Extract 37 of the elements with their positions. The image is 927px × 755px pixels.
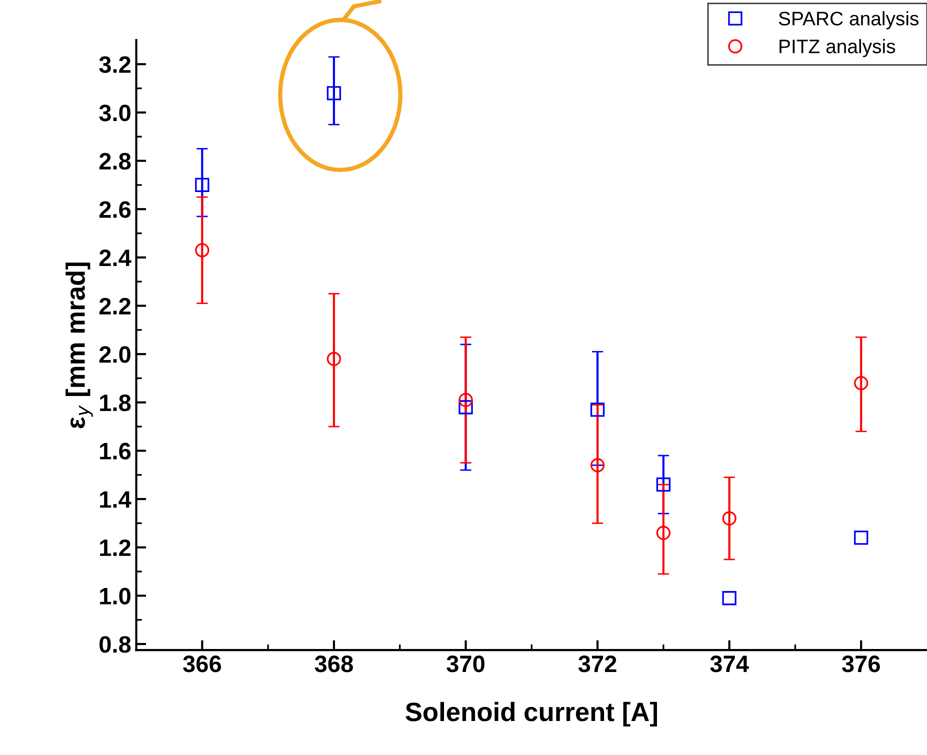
y-tick-label: 2.6 — [99, 201, 131, 218]
point — [195, 243, 210, 258]
x-tick-label: 370 — [446, 656, 484, 672]
point — [590, 402, 605, 417]
y-tick-label: 1.8 — [100, 394, 131, 412]
point — [590, 458, 605, 472]
y-tick-label: 2.8 — [99, 152, 131, 170]
point — [458, 400, 473, 414]
x-axis-title: Solenoid current [A] — [406, 702, 657, 727]
x-tick-label: 374 — [710, 656, 749, 672]
y-tick-label: 1.0 — [100, 588, 130, 604]
x-tick-label: 376 — [842, 656, 880, 672]
point — [326, 86, 342, 100]
y-tick-label: 3.0 — [99, 104, 130, 122]
y-tick-label: 1.4 — [100, 491, 132, 508]
point — [656, 526, 671, 540]
legend-label: PITZ analysis — [780, 39, 896, 58]
point — [854, 530, 868, 545]
point — [722, 591, 736, 606]
x-tick-label: 366 — [183, 656, 222, 672]
point — [722, 511, 736, 526]
y-tick-label: 0.8 — [100, 636, 131, 653]
y-tick-label: 2.0 — [99, 346, 130, 363]
point — [854, 376, 868, 390]
y-axis-title: ε$_{y}$ [mm mrad] — [66, 262, 93, 428]
legend-label: SPARC analysis — [778, 11, 919, 30]
y-tick-label: 1.2 — [100, 539, 130, 556]
point — [326, 352, 342, 366]
x-tick-label: 368 — [314, 656, 353, 672]
y-tick-label: 2.2 — [99, 298, 130, 314]
point — [195, 178, 210, 192]
point — [656, 477, 671, 492]
x-tick-label: 372 — [578, 656, 616, 672]
y-tick-label: 2.4 — [99, 250, 132, 266]
y-tick-label: 3.2 — [99, 56, 130, 73]
point — [458, 392, 473, 408]
y-tick-label: 1.6 — [100, 442, 131, 460]
